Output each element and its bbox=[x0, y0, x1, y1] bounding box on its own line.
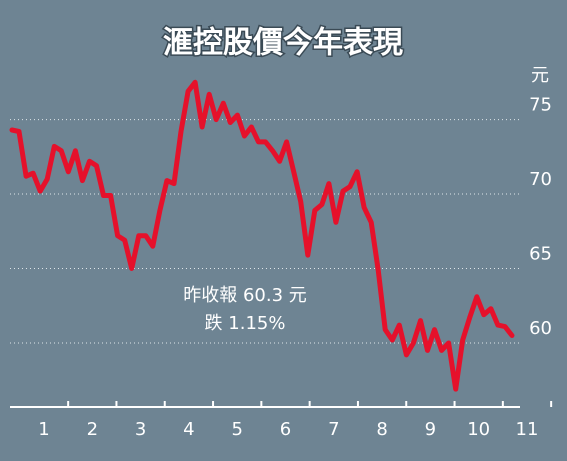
x-tick-label: 1 bbox=[38, 419, 49, 440]
x-tick-label: 5 bbox=[231, 419, 242, 440]
x-tick-label: 4 bbox=[183, 419, 194, 440]
x-tick-label: 8 bbox=[376, 419, 387, 440]
y-tick-label: 65 bbox=[529, 243, 552, 264]
y-tick-label: 75 bbox=[529, 95, 552, 116]
x-tick-label: 7 bbox=[328, 419, 339, 440]
y-unit: 元 bbox=[531, 65, 549, 86]
y-tick-label: 60 bbox=[529, 318, 552, 339]
x-tick-label: 11 bbox=[516, 419, 539, 440]
y-tick-label: 70 bbox=[529, 169, 552, 190]
x-tick-label: 6 bbox=[280, 419, 291, 440]
price-line bbox=[9, 79, 515, 392]
x-tick-label: 3 bbox=[135, 419, 146, 440]
annotation: 跌 1.15% bbox=[205, 313, 286, 334]
x-tick-label: 9 bbox=[425, 419, 436, 440]
x-tick-label: 2 bbox=[87, 419, 98, 440]
x-tick-label: 10 bbox=[467, 419, 490, 440]
chart-title: 滙控股價今年表現 bbox=[163, 26, 403, 61]
annotation: 昨收報 60.3 元 bbox=[183, 285, 307, 306]
